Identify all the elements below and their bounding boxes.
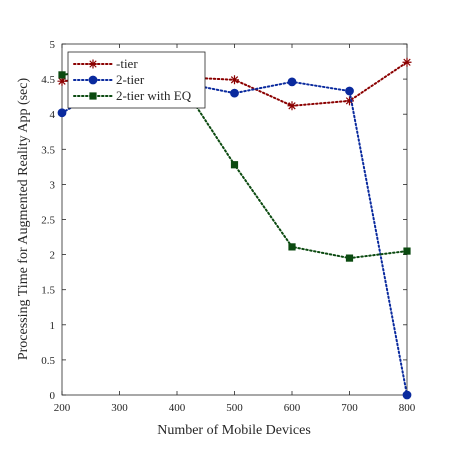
series-3-point — [59, 72, 66, 79]
y-tick-label: 2 — [50, 250, 56, 262]
y-tick-label: 2.5 — [41, 215, 55, 227]
x-tick-label: 200 — [54, 402, 71, 414]
legend-marker-1 — [89, 60, 98, 69]
series-1-point — [230, 75, 239, 84]
series-2-point — [403, 391, 411, 399]
y-tick-label: 1.5 — [41, 285, 55, 297]
y-tick-label: 3.5 — [41, 144, 55, 156]
y-tick-label: 0.5 — [41, 355, 55, 367]
series-2-point — [346, 87, 354, 95]
series-2-point — [288, 78, 296, 86]
asterisk-marker-shape — [288, 101, 297, 110]
legend-label-3: 2-tier with EQ — [116, 88, 192, 103]
legend-marker-2 — [89, 76, 97, 84]
y-tick-label: 5 — [50, 39, 56, 51]
series-1-point — [403, 58, 412, 67]
series-3-point — [289, 244, 296, 251]
series-2-point — [231, 89, 239, 97]
x-tick-label: 500 — [226, 402, 243, 414]
series-2-point — [58, 109, 66, 117]
asterisk-marker-shape — [89, 60, 98, 69]
y-tick-label: 3 — [50, 179, 56, 191]
legend-marker-3 — [90, 93, 97, 100]
y-tick-label: 4.5 — [41, 74, 55, 86]
y-axis-label: Processing Time for Augmented Reality Ap… — [16, 78, 31, 361]
legend-label-2: 2-tier — [116, 72, 145, 87]
x-tick-label: 700 — [341, 402, 358, 414]
y-tick-label: 4 — [50, 109, 56, 121]
series-1-point — [288, 101, 297, 110]
x-tick-label: 800 — [399, 402, 416, 414]
asterisk-marker-shape — [230, 75, 239, 84]
asterisk-marker-shape — [403, 58, 412, 67]
series-3-point — [346, 255, 353, 262]
y-tick-label: 0 — [50, 390, 56, 402]
x-tick-label: 600 — [284, 402, 301, 414]
legend-label-1: -tier — [116, 56, 138, 71]
y-tick-label: 1 — [50, 320, 56, 332]
series-3-point — [404, 248, 411, 255]
x-tick-label: 300 — [111, 402, 128, 414]
series-3-point — [231, 161, 238, 168]
x-tick-label: 400 — [169, 402, 186, 414]
x-axis-label: Number of Mobile Devices — [157, 423, 311, 438]
